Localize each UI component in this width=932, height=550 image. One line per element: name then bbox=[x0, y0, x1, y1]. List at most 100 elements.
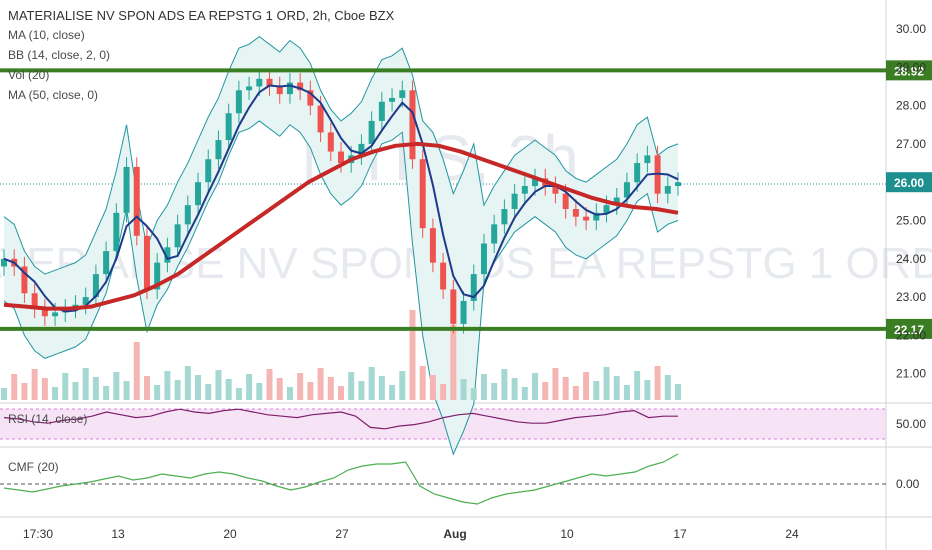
volume-bar bbox=[634, 371, 641, 400]
time-tick-label: Aug bbox=[443, 527, 466, 541]
volume-bar bbox=[511, 378, 518, 400]
candle-body bbox=[603, 205, 610, 213]
volume-bar bbox=[205, 384, 212, 400]
cmf-legend[interactable]: CMF (20) bbox=[8, 460, 59, 474]
volume-bar bbox=[675, 384, 681, 400]
volume-bar bbox=[246, 374, 253, 400]
last-price-label[interactable]: 26.00 bbox=[894, 176, 924, 190]
volume-bar bbox=[276, 378, 283, 400]
volume-bar bbox=[307, 382, 314, 400]
price-tick-label: 23.00 bbox=[896, 290, 926, 304]
volume-bar bbox=[623, 385, 630, 400]
volume-bar bbox=[572, 386, 579, 400]
volume-bar bbox=[389, 385, 396, 400]
candle-body bbox=[297, 82, 304, 91]
volume-bar bbox=[297, 373, 304, 400]
candle-body bbox=[593, 212, 600, 221]
volume-bar bbox=[92, 377, 99, 400]
candle-body bbox=[511, 193, 518, 210]
candle-body bbox=[338, 151, 344, 164]
candle-body bbox=[215, 140, 222, 160]
candle-body bbox=[276, 86, 283, 95]
volume-bar bbox=[480, 374, 487, 400]
volume-bar bbox=[521, 387, 528, 400]
candle-body bbox=[491, 224, 498, 244]
candle-body bbox=[164, 247, 171, 263]
volume-bar bbox=[123, 381, 130, 400]
volume-bar bbox=[562, 377, 569, 400]
volume-bar bbox=[532, 373, 539, 400]
candle-body bbox=[21, 266, 28, 294]
candle-body bbox=[184, 205, 191, 225]
bb-fill bbox=[4, 36, 678, 455]
volume-bar bbox=[154, 385, 161, 400]
candle-body bbox=[154, 262, 161, 290]
candle-body bbox=[623, 182, 630, 198]
rsi-legend[interactable]: RSI (14, close) bbox=[8, 412, 88, 426]
candle-body bbox=[399, 90, 406, 98]
level-label-bg-1 bbox=[886, 318, 932, 339]
volume-bar bbox=[133, 342, 140, 400]
candle-body bbox=[634, 163, 641, 183]
volume-bar bbox=[52, 387, 59, 400]
candle-body bbox=[389, 97, 396, 102]
candle-body bbox=[532, 178, 539, 187]
volume-bar bbox=[317, 368, 324, 400]
level-label-1[interactable]: 22.17 bbox=[894, 323, 924, 337]
volume-bar bbox=[470, 388, 477, 400]
price-tick-label: 28.00 bbox=[896, 99, 926, 113]
volume-bar bbox=[21, 383, 28, 400]
candle-body bbox=[521, 186, 528, 194]
volume-bar bbox=[399, 371, 406, 400]
volume-bar bbox=[113, 372, 120, 400]
candle-body bbox=[562, 193, 569, 210]
price-tick-label: 27.00 bbox=[896, 137, 926, 151]
rsi-line bbox=[3, 408, 678, 430]
price-tick-label: 29.00 bbox=[896, 60, 926, 74]
volume-bar bbox=[164, 371, 171, 400]
volume-bar bbox=[338, 386, 344, 400]
volume-bar bbox=[593, 381, 600, 400]
volume-bar bbox=[11, 374, 18, 400]
candle-body bbox=[644, 155, 651, 164]
volume-bar bbox=[368, 367, 375, 400]
volume-bar bbox=[72, 382, 79, 400]
volume-bar bbox=[542, 382, 549, 400]
volume-bar bbox=[460, 379, 467, 400]
volume-bar bbox=[174, 380, 181, 400]
indicator-ma10-legend[interactable]: MA (10, close) bbox=[8, 28, 85, 42]
candle-body bbox=[31, 293, 38, 309]
candle-body bbox=[460, 300, 467, 324]
indicator-vol-legend[interactable]: Vol (20) bbox=[8, 68, 50, 82]
level-label-0[interactable]: 28.92 bbox=[894, 64, 924, 78]
candle-body bbox=[1, 258, 7, 267]
ma10-line bbox=[3, 84, 679, 313]
candle-body bbox=[52, 312, 59, 317]
indicator-ma50-legend[interactable]: MA (50, close, 0) bbox=[8, 88, 99, 102]
candle-body bbox=[429, 228, 436, 263]
price-tick-label: 22.00 bbox=[896, 328, 926, 342]
volume-bar bbox=[654, 366, 661, 400]
candle-body bbox=[613, 197, 620, 206]
volume-bar bbox=[358, 381, 365, 400]
chart-title[interactable]: MATERIALISE NV SPON ADS EA REPSTG 1 ORD,… bbox=[8, 8, 395, 23]
volume-bar bbox=[327, 377, 334, 400]
candle-body bbox=[103, 251, 110, 275]
candle-body bbox=[583, 216, 590, 221]
candle-body bbox=[246, 86, 253, 91]
candle-body bbox=[552, 186, 559, 194]
bb-upper-line bbox=[3, 36, 679, 275]
volume-bar bbox=[491, 383, 498, 400]
volume-bar bbox=[256, 383, 263, 400]
indicator-bb-legend[interactable]: BB (14, close, 2, 0) bbox=[8, 48, 111, 62]
candle-body bbox=[450, 289, 457, 324]
volume-bar bbox=[664, 375, 671, 400]
candle-body bbox=[501, 209, 508, 225]
last-price-label-bg bbox=[886, 172, 932, 193]
rsi-tick-label: 50.00 bbox=[896, 417, 926, 431]
candle-body bbox=[358, 143, 365, 156]
candle-body bbox=[143, 235, 150, 290]
volume-bar bbox=[348, 372, 355, 400]
volume-bar bbox=[409, 310, 416, 400]
